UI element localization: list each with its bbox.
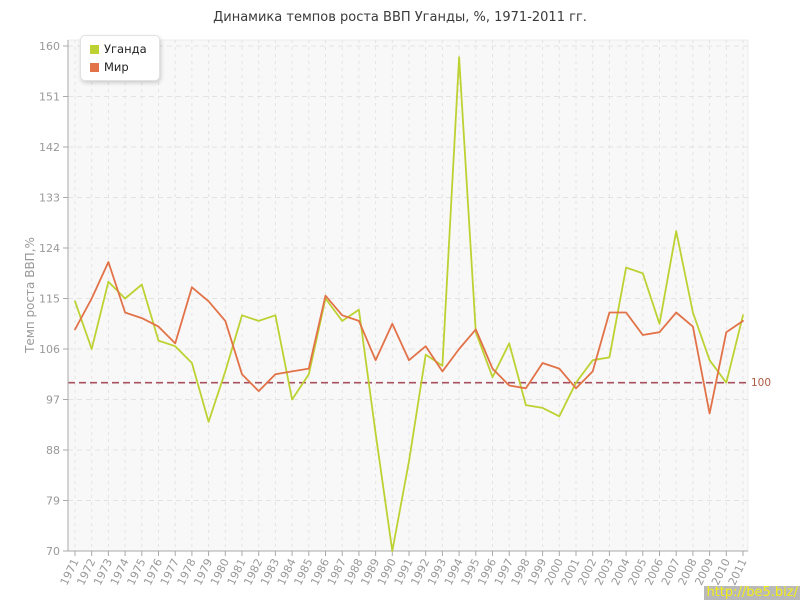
svg-text:124: 124 bbox=[39, 242, 60, 255]
y-axis-title: Темп роста ВВП,% bbox=[23, 237, 37, 353]
series-line-1 bbox=[74, 261, 744, 415]
svg-text:79: 79 bbox=[46, 495, 60, 508]
svg-text:133: 133 bbox=[39, 192, 60, 205]
legend-label-world: Мир bbox=[104, 60, 129, 74]
legend-item-world[interactable]: Мир bbox=[90, 60, 147, 74]
axes bbox=[63, 40, 748, 556]
svg-text:70: 70 bbox=[46, 545, 60, 558]
vertical-gridlines bbox=[74, 40, 744, 551]
legend-label-uganda: Уганда bbox=[104, 42, 147, 56]
svg-text:88: 88 bbox=[46, 444, 60, 457]
watermark-link[interactable]: http://be5.biz/ bbox=[704, 585, 800, 600]
series-line-0 bbox=[74, 56, 744, 552]
y-axis-labels: 70 79 88 97 106 115 124 133 142 151 160 bbox=[39, 40, 60, 558]
svg-text:160: 160 bbox=[39, 40, 60, 53]
x-axis-labels: 1971197219731974197519761977197819791980… bbox=[58, 557, 750, 588]
reference-line-label: 100 bbox=[751, 377, 771, 389]
chart-legend: Уганда Мир bbox=[80, 35, 160, 81]
svg-text:151: 151 bbox=[39, 91, 60, 104]
world-series-swatch bbox=[90, 62, 99, 72]
svg-text:106: 106 bbox=[39, 343, 60, 356]
legend-item-uganda[interactable]: Уганда bbox=[90, 42, 147, 56]
plot-area bbox=[67, 39, 749, 552]
svg-text:115: 115 bbox=[39, 293, 60, 306]
svg-text:97: 97 bbox=[46, 394, 60, 407]
chart-title: Динамика темпов роста ВВП Уганды, %, 197… bbox=[213, 10, 587, 25]
uganda-series-swatch bbox=[90, 44, 99, 54]
svg-text:142: 142 bbox=[39, 141, 60, 154]
